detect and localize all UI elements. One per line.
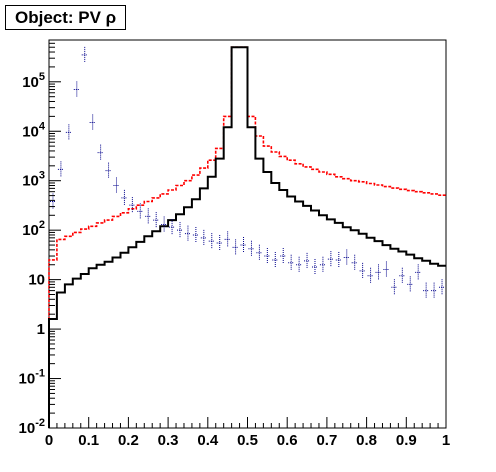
x-tick-label: 0.8 <box>356 432 377 449</box>
x-tick-label: 0.9 <box>396 432 417 449</box>
blue-point <box>216 235 223 252</box>
blue-point <box>145 208 152 225</box>
y-tick-label: 1 <box>37 321 45 338</box>
blue-point <box>439 279 446 296</box>
x-tick-label: 0.3 <box>158 432 179 449</box>
y-tick-label: 105 <box>22 71 45 91</box>
blue-point <box>208 233 215 250</box>
blue-point <box>280 248 287 265</box>
y-tick-label: 10-2 <box>19 417 45 437</box>
y-tick-label: 104 <box>22 120 46 140</box>
blue-point <box>296 256 303 273</box>
blue-point <box>319 256 326 273</box>
blue-point <box>153 212 160 229</box>
blue-point <box>304 252 311 269</box>
blue-point <box>200 229 207 246</box>
blue-point <box>129 197 136 214</box>
blue-point <box>113 177 120 194</box>
blue-point <box>57 161 64 178</box>
blue-point <box>343 249 350 266</box>
blue-point <box>137 203 144 220</box>
blue-point <box>272 251 279 268</box>
blue-point <box>256 244 263 261</box>
black-histogram <box>48 46 446 428</box>
x-tick-label: 0.4 <box>197 432 219 449</box>
x-tick-label: 0 <box>45 432 53 449</box>
blue-point <box>423 282 430 299</box>
blue-point <box>335 251 342 268</box>
blue-point <box>161 216 168 233</box>
blue-point <box>105 162 112 179</box>
x-tick-label: 0.2 <box>118 432 139 449</box>
series-layer <box>48 46 446 428</box>
y-tick-label: 10 <box>28 272 45 289</box>
blue-point <box>264 248 271 265</box>
chart-title: Object: PV ρ <box>5 5 127 30</box>
blue-point <box>399 267 406 284</box>
x-tick-label: 1 <box>442 432 450 449</box>
blue-point <box>240 237 247 254</box>
blue-point <box>192 226 199 243</box>
blue-point <box>415 264 422 281</box>
x-tick-label: 0.7 <box>316 432 337 449</box>
blue-point <box>391 279 398 296</box>
blue-point <box>311 259 318 276</box>
blue-point <box>351 254 358 271</box>
x-tick-label: 0.5 <box>237 432 258 449</box>
blue-point <box>73 81 80 98</box>
blue-point <box>359 262 366 279</box>
y-tick-label: 10-1 <box>19 368 45 388</box>
blue-point <box>49 193 56 210</box>
blue-point <box>431 282 438 299</box>
axis-layer: 0 0.1 0.2 0.3 0.4 0.5 0.6 0.7 0.8 0.9 1 10-2 10-1 1 10… <box>19 39 450 449</box>
blue-point <box>89 114 96 131</box>
x-tick-label: 0.1 <box>78 432 99 449</box>
blue-point <box>65 124 72 141</box>
blue-point <box>224 231 231 248</box>
blue-point <box>407 276 414 293</box>
blue-point <box>184 225 191 242</box>
blue-point <box>81 46 88 63</box>
blue-point <box>327 251 334 268</box>
blue-point <box>177 222 184 239</box>
blue-point <box>288 254 295 271</box>
y-tick-label: 102 <box>22 219 45 239</box>
x-tick-label: 0.6 <box>277 432 298 449</box>
blue-point <box>367 267 374 284</box>
blue-point <box>169 219 176 236</box>
blue-point <box>375 264 382 281</box>
blue-point <box>248 240 255 257</box>
blue-point <box>97 144 104 161</box>
blue-point <box>232 239 239 256</box>
blue-point <box>121 189 128 206</box>
blue-point <box>383 261 390 278</box>
y-tick-label: 103 <box>22 170 45 190</box>
